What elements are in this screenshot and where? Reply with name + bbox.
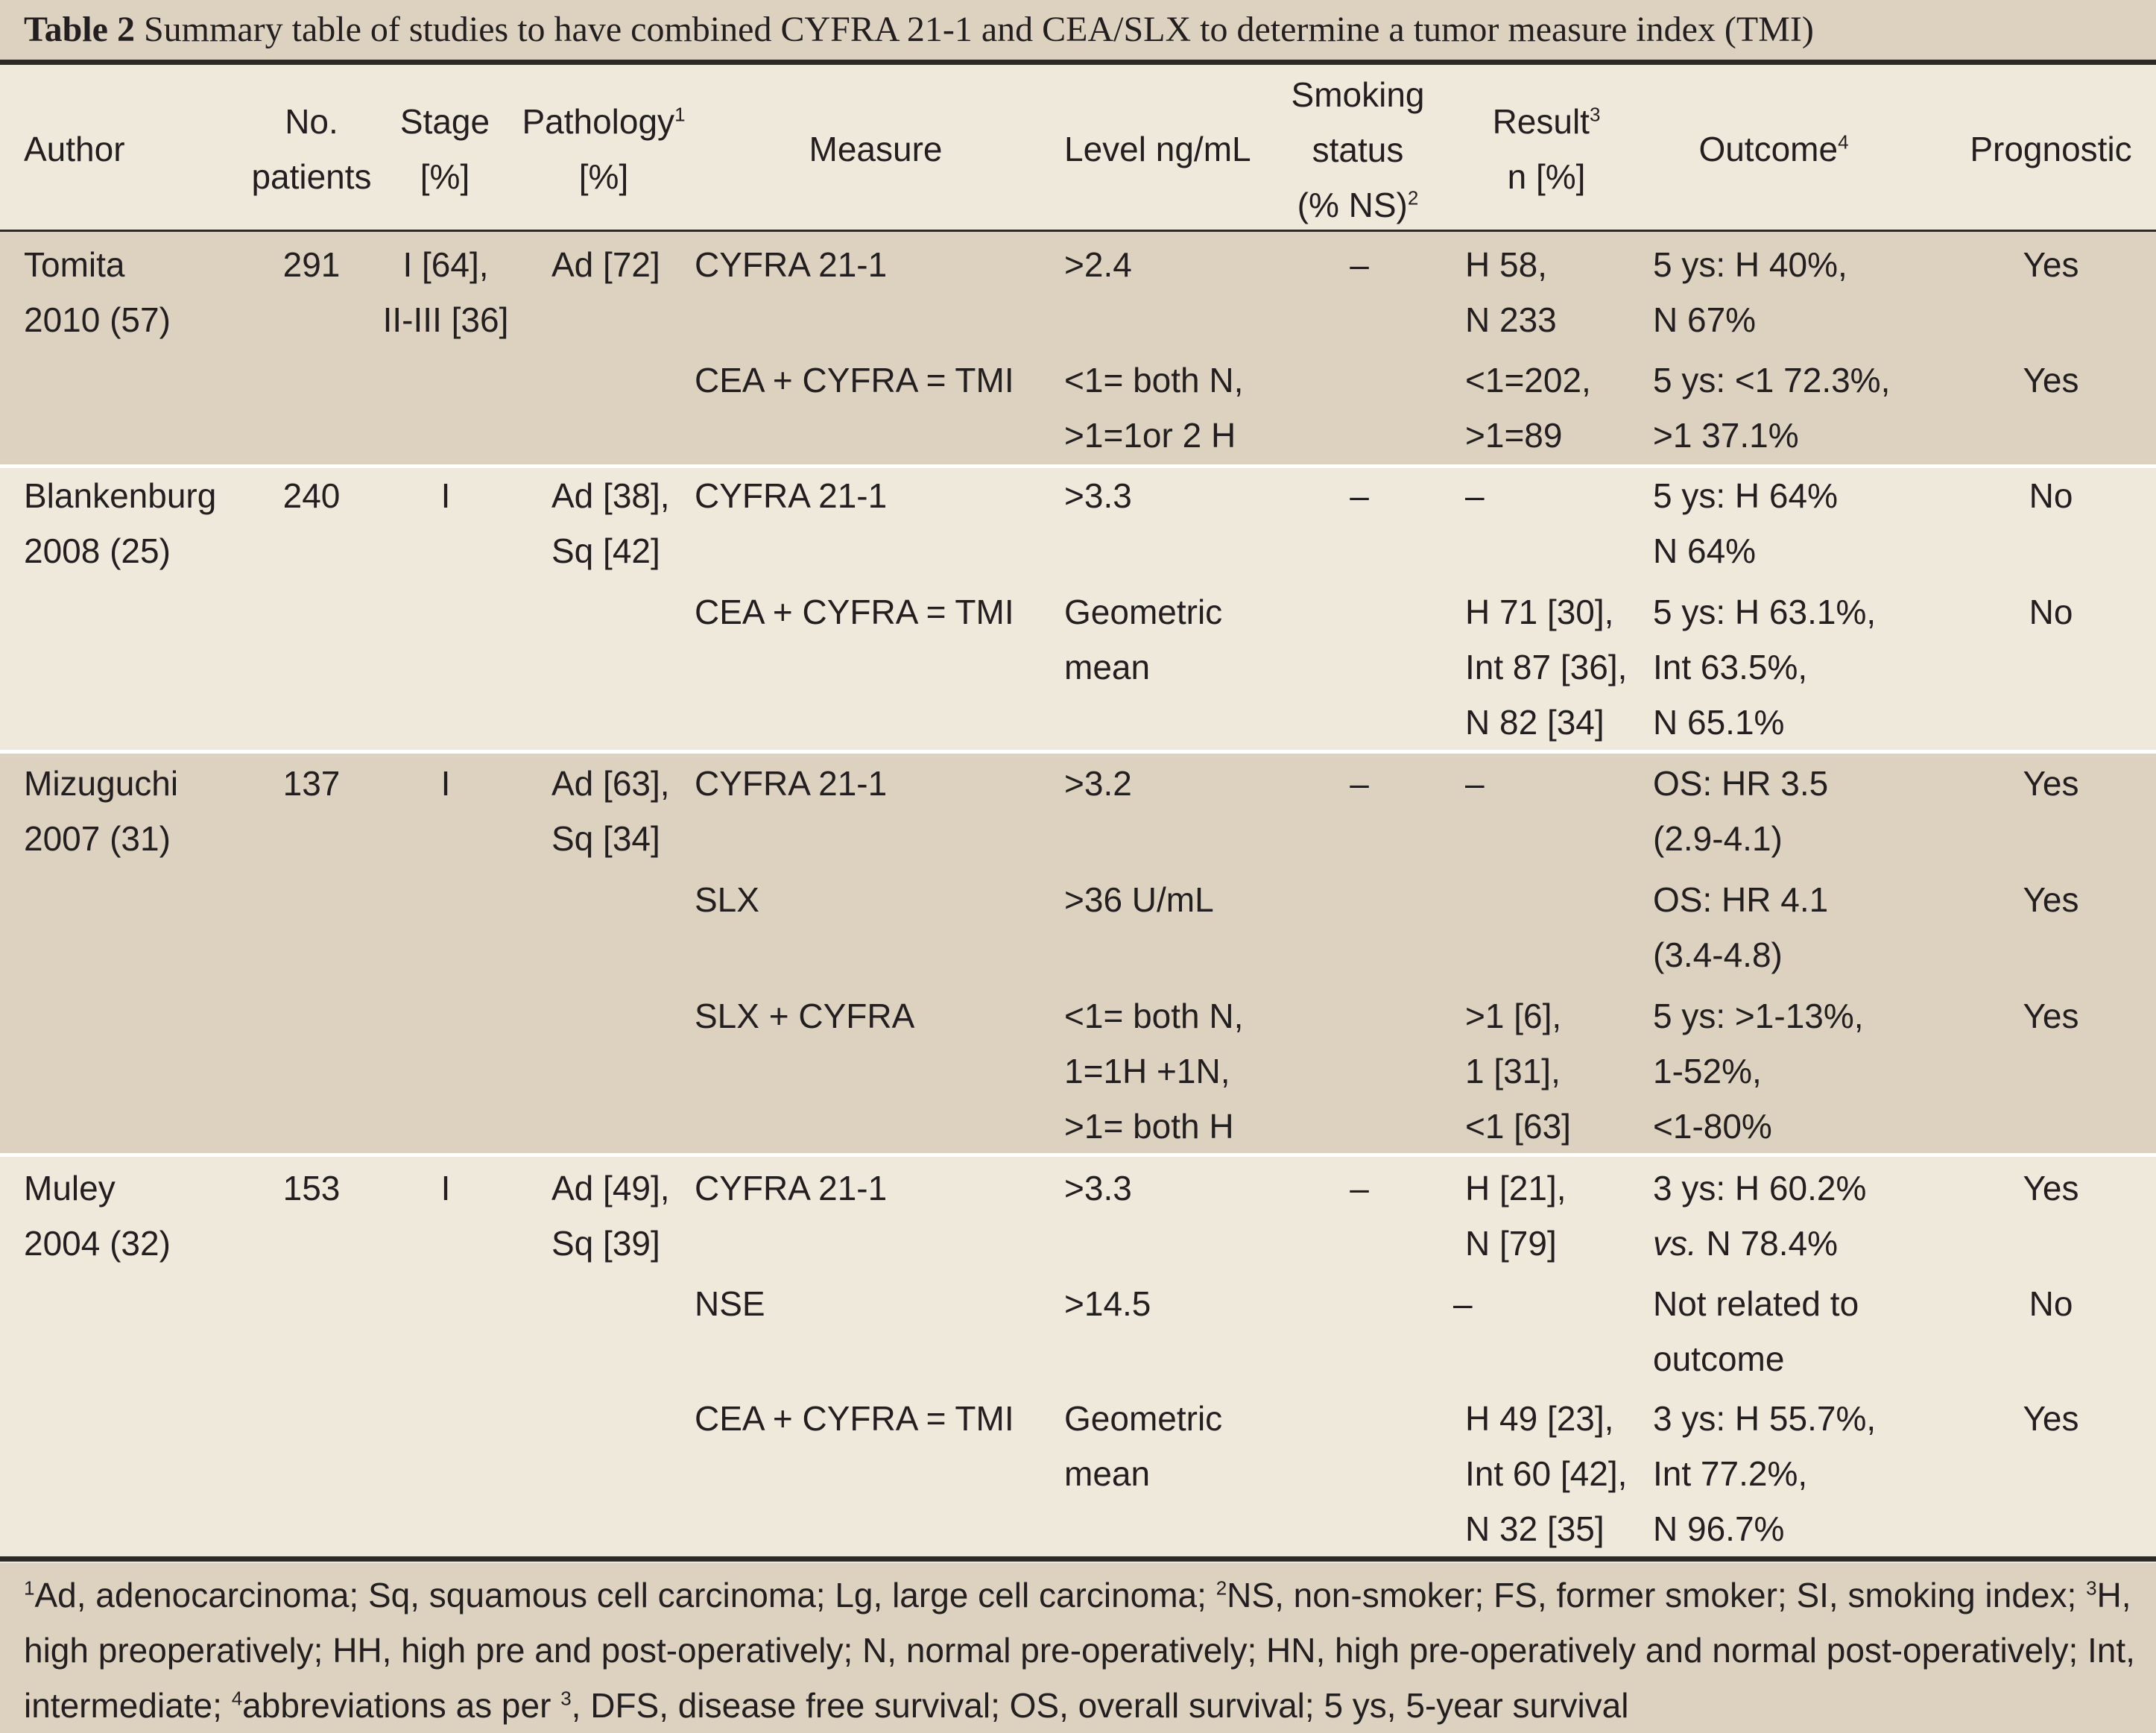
row-result: – — [1453, 1284, 1473, 1323]
row-result: – — [1465, 476, 1485, 515]
row-measure: CYFRA 21-1 — [695, 476, 888, 515]
study-patients: 240 — [282, 476, 341, 515]
study-group-blankenburg — [0, 468, 2156, 750]
header-patients: No. patients — [251, 102, 372, 196]
row-measure: CEA + CYFRA = TMI — [695, 593, 1014, 631]
row-outcome: OS: HR 4.1 (3.4-4.8) — [1653, 880, 1829, 974]
study-group-mizuguchi — [0, 754, 2156, 1153]
study-stage: I — [440, 764, 451, 803]
study-patients: 291 — [282, 245, 341, 284]
row-smoking: – — [1350, 245, 1369, 284]
row-measure: NSE — [695, 1284, 765, 1323]
row-result: H 71 [30], Int 87 [36], N 82 [34] — [1465, 593, 1628, 742]
table-caption: Table 2 Summary table of studies to have… — [0, 0, 2156, 60]
row-level: >3.2 — [1064, 764, 1132, 803]
row-outcome: 5 ys: >1-13%, 1-52%, <1-80% — [1653, 997, 1864, 1146]
row-measure: SLX + CYFRA — [695, 997, 915, 1035]
row-outcome: 5 ys: H 63.1%, Int 63.5%, N 65.1% — [1653, 593, 1877, 742]
caption-label: Table 2 — [24, 10, 135, 49]
study-group-muley — [0, 1157, 2156, 1556]
row-level: <1= both N, 1=1H +1N, >1= both H — [1064, 997, 1244, 1146]
header-level: Level ng/mL — [1064, 130, 1251, 168]
study-group-tomita — [0, 232, 2156, 464]
table-bottom-rule — [0, 1556, 2156, 1562]
group-divider — [0, 464, 2156, 468]
row-prognostic: Yes — [2023, 361, 2079, 400]
caption-text: Summary table of studies to have combine… — [143, 10, 1814, 49]
study-pathology: Ad [49], Sq [39] — [551, 1169, 670, 1263]
row-measure: CYFRA 21-1 — [695, 245, 888, 284]
header-result: Result3 n [%] — [1492, 102, 1601, 196]
row-prognostic: No — [2029, 476, 2073, 515]
table-header — [0, 67, 2156, 230]
row-prognostic: No — [2029, 593, 2073, 631]
header-pathology: Pathology1 [%] — [522, 102, 686, 196]
row-outcome: 5 ys: H 64% N 64% — [1653, 476, 1838, 570]
row-outcome: 3 ys: H 55.7%, Int 77.2%, N 96.7% — [1653, 1399, 1877, 1548]
row-level: >36 U/mL — [1064, 880, 1214, 919]
study-author: Tomita 2010 (57) — [24, 245, 171, 339]
row-result: H 49 [23], Int 60 [42], N 32 [35] — [1465, 1399, 1628, 1548]
row-measure: CYFRA 21-1 — [695, 764, 888, 803]
row-outcome: 5 ys: H 40%, N 67% — [1653, 245, 1847, 339]
study-author: Blankenburg 2008 (25) — [24, 476, 217, 570]
row-smoking: – — [1350, 476, 1369, 515]
header-prognostic: Prognostic — [1970, 130, 2132, 168]
row-result: >1 [6], 1 [31], <1 [63] — [1465, 997, 1571, 1146]
row-level: >14.5 — [1064, 1284, 1151, 1323]
study-author: Mizuguchi 2007 (31) — [24, 764, 179, 858]
study-pathology: Ad [38], Sq [42] — [551, 476, 670, 570]
row-prognostic: Yes — [2023, 1169, 2079, 1208]
row-level: Geometric mean — [1064, 1399, 1223, 1493]
study-patients: 153 — [282, 1169, 341, 1208]
row-result: – — [1465, 764, 1485, 803]
study-pathology: Ad [63], Sq [34] — [551, 764, 670, 858]
study-author: Muley 2004 (32) — [24, 1169, 171, 1263]
study-stage: I — [440, 476, 451, 515]
header-rule — [0, 230, 2156, 232]
header-smoking: Smoking status (% NS)2 — [1291, 75, 1425, 224]
row-measure: CEA + CYFRA = TMI — [695, 361, 1014, 400]
row-prognostic: Yes — [2023, 997, 2079, 1035]
row-outcome: 5 ys: <1 72.3%, >1 37.1% — [1653, 361, 1891, 455]
group-divider — [0, 1153, 2156, 1157]
row-measure: CYFRA 21-1 — [695, 1169, 888, 1208]
study-stage: I — [440, 1169, 451, 1208]
row-smoking: – — [1350, 1169, 1369, 1208]
row-level: <1= both N, >1=1or 2 H — [1064, 361, 1244, 455]
header-stage: Stage [%] — [399, 102, 490, 196]
row-prognostic: Yes — [2023, 764, 2079, 803]
row-level: >3.3 — [1064, 1169, 1132, 1208]
row-level: >3.3 — [1064, 476, 1132, 515]
row-prognostic: Yes — [2023, 880, 2079, 919]
row-measure: CEA + CYFRA = TMI — [695, 1399, 1014, 1438]
group-divider — [0, 750, 2156, 754]
row-smoking: – — [1350, 764, 1369, 803]
row-prognostic: Yes — [2023, 245, 2079, 284]
row-level: >2.4 — [1064, 245, 1132, 284]
header-author: Author — [24, 130, 125, 168]
row-outcome: OS: HR 3.5 (2.9-4.1) — [1653, 764, 1829, 858]
study-stage: I [64], II-III [36] — [382, 245, 509, 339]
caption-rule — [0, 60, 2156, 65]
row-result: H 58, N 233 — [1465, 245, 1557, 339]
row-prognostic: Yes — [2023, 1399, 2079, 1438]
row-prognostic: No — [2029, 1284, 2073, 1323]
row-level: Geometric mean — [1064, 593, 1223, 686]
row-result: H [21], N [79] — [1465, 1169, 1567, 1263]
study-pathology: Ad [72] — [551, 245, 660, 284]
row-outcome: 3 ys: H 60.2% vs. N 78.4% — [1653, 1169, 1867, 1263]
row-result: <1=202, >1=89 — [1465, 361, 1591, 455]
row-outcome: Not related to outcome — [1653, 1284, 1859, 1378]
study-patients: 137 — [282, 764, 341, 803]
table-footnote: 1Ad, adenocarcinoma; Sq, squamous cell c… — [24, 1576, 2135, 1725]
header-outcome: Outcome4 — [1698, 130, 1849, 168]
header-measure: Measure — [809, 130, 943, 168]
footnote-band — [0, 1563, 2156, 1733]
row-measure: SLX — [695, 880, 759, 919]
